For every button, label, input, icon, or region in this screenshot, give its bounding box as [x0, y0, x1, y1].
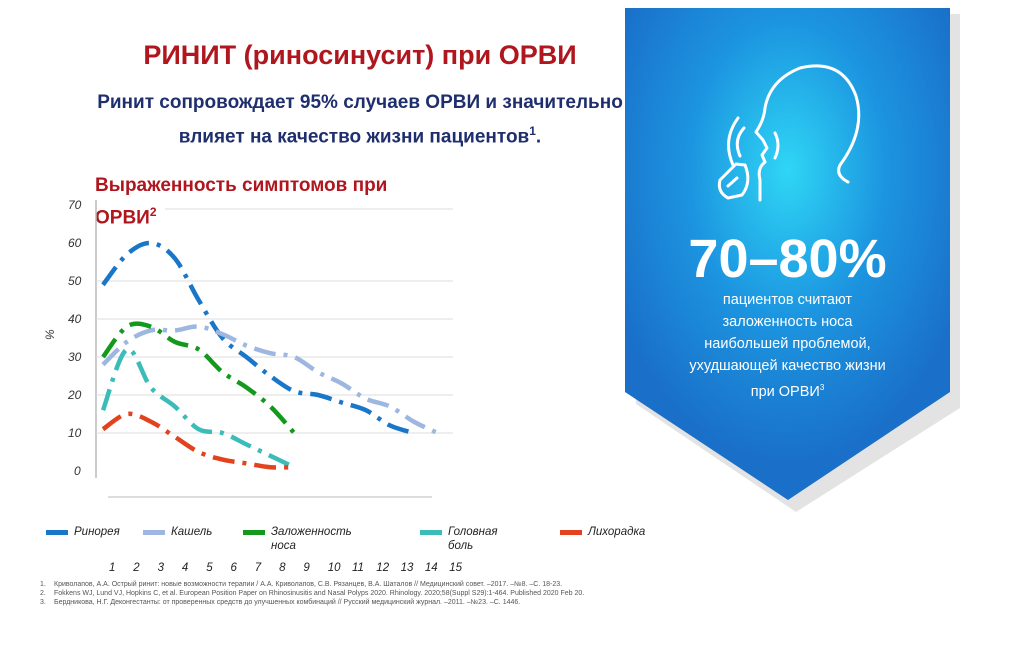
x-tick-label: 5: [206, 562, 213, 574]
y-tick-label: 30: [68, 350, 82, 364]
subtitle-ref: 1: [529, 124, 536, 138]
legend-swatch: [560, 530, 582, 535]
callout-line: пациентов считают: [722, 292, 853, 308]
x-tick-label: 9: [303, 562, 310, 574]
chart-title-ref: 2: [149, 205, 157, 219]
x-tick-label: 8: [279, 562, 286, 574]
x-tick-label: 1: [109, 562, 116, 574]
legend-swatch: [143, 530, 165, 535]
y-tick-label: 70: [68, 198, 82, 212]
callout-line: ухудшающей качество жизни: [689, 358, 886, 374]
callout-stat: 70–80%: [688, 229, 887, 289]
legend-item: Ринорея: [46, 525, 134, 539]
x-tick-label: 4: [181, 562, 189, 574]
legend-swatch: [46, 530, 68, 535]
series-line-4: [101, 411, 295, 470]
callout-line: заложенность носа: [722, 314, 853, 330]
reference-item: 3. Бердникова, Н.Г. Деконгестанты: от про…: [40, 599, 521, 606]
callout-line: при ОРВИ: [750, 383, 820, 400]
y-axis-label: %: [43, 329, 57, 340]
callout-description: пациентов считают заложенность носа наиб…: [625, 289, 950, 403]
x-tick-label: 3: [157, 562, 164, 574]
x-tick-label: 7: [254, 562, 262, 574]
legend-label: Ринорея: [74, 526, 120, 538]
callout-line: наибольшей проблемой,: [704, 336, 871, 352]
legend-item: Кашель: [143, 525, 221, 539]
legend-swatch: [420, 530, 442, 535]
chart-title-text: Выраженность симптомов при ОРВИ: [95, 175, 388, 229]
legend-item: Головная боль: [420, 525, 518, 553]
reference-item: 1. Криволапов, А.А. Острый ринит: новые в…: [40, 581, 563, 588]
x-tick-label: 11: [352, 562, 364, 574]
y-tick-label: 0: [74, 464, 81, 478]
references: 1. Криволапов, А.А. Острый ринит: новые в…: [40, 580, 600, 607]
person-sneezing-icon: [717, 64, 861, 202]
x-tick-label: 15: [449, 562, 462, 574]
series-line-3: [100, 347, 296, 470]
y-tick-label: 50: [68, 274, 82, 288]
legend-item: Заложенность носа: [243, 525, 361, 553]
slide-subtitle: Ринит сопровождает 95% случаев ОРВИ и зн…: [97, 92, 623, 148]
y-tick-label: 20: [67, 388, 82, 402]
slide-title: РИНИТ (риносинусит) при ОРВИ: [143, 40, 577, 70]
x-tick-label: 2: [133, 562, 140, 574]
series-line-1: [101, 324, 439, 436]
series-line-0: [101, 240, 415, 436]
y-tick-label: 10: [68, 426, 82, 440]
legend-swatch: [243, 530, 265, 535]
x-tick-label: 14: [424, 562, 438, 574]
legend-label: Заложенность носа: [271, 526, 352, 552]
series-line-2: [101, 321, 296, 435]
x-tick-label: 12: [376, 562, 390, 574]
legend-label: Головная боль: [448, 526, 498, 552]
subtitle-line-1: Ринит сопровождает 95% случаев ОРВИ и зн…: [97, 92, 623, 113]
subtitle-line-2: влияет на качество жизни пациентов: [178, 126, 530, 148]
x-tick-label: 13: [400, 562, 414, 574]
legend-item: Лихорадка: [560, 525, 678, 539]
x-tick-label: 6: [230, 562, 237, 574]
legend-label: Лихорадка: [588, 526, 646, 538]
legend-label: Кашель: [171, 526, 213, 538]
x-tick-label: 10: [327, 562, 341, 574]
y-tick-label: 60: [68, 236, 82, 250]
callout-ref: 3: [819, 383, 825, 392]
y-tick-label: 40: [68, 312, 82, 326]
chart-title: Выраженность симптомов при ОРВИ2: [95, 172, 435, 231]
reference-item: 2. Fokkens WJ, Lund VJ, Hopkins C, et al.…: [40, 590, 585, 597]
